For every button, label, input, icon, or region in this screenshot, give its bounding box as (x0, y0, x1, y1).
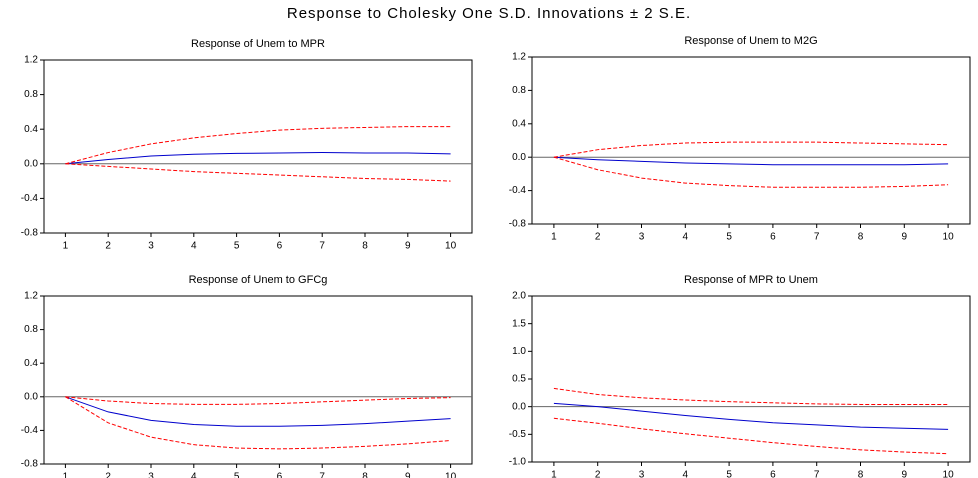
x-tick-label: 5 (234, 241, 240, 252)
series-line (65, 396, 451, 427)
y-tick-label: 0.4 (24, 124, 38, 135)
y-tick-label: 0.8 (24, 324, 38, 335)
series-line (553, 402, 949, 430)
y-tick-label: -0.4 (509, 185, 527, 196)
x-tick-label: 9 (405, 472, 411, 478)
y-tick-label: 0.0 (24, 391, 38, 402)
panel: Response of Unem to MPR 1.2 0.8 0.4 0.0 -0.4 -… (21, 38, 473, 252)
x-tick-label: 3 (148, 472, 154, 478)
x-tick-label: 8 (362, 472, 368, 478)
x-tick-label: 10 (943, 232, 955, 243)
x-tick-label: 3 (639, 470, 645, 478)
x-tick-label: 5 (234, 472, 240, 478)
y-tick-label: 1.2 (24, 55, 38, 66)
x-tick-label: 3 (148, 241, 154, 252)
y-tick-label: 0.8 (512, 85, 526, 96)
x-tick-label: 8 (858, 232, 864, 243)
x-tick-label: 9 (902, 470, 908, 478)
series-line (553, 156, 949, 166)
x-tick-label: 8 (362, 241, 368, 252)
x-tick-label: 9 (902, 232, 908, 243)
series-line (65, 396, 451, 405)
panel-title: Response of Unem to GFCg (189, 274, 328, 286)
series-line (65, 396, 451, 450)
series-line (553, 156, 949, 188)
y-tick-label: 1.0 (512, 346, 526, 357)
y-tick-label: 1.2 (512, 52, 526, 63)
y-tick-label: 1.5 (512, 318, 526, 329)
x-tick-label: 7 (814, 232, 820, 243)
x-tick-label: 10 (445, 472, 457, 478)
x-tick-label: 3 (639, 232, 645, 243)
y-tick-label: 0.8 (24, 89, 38, 100)
x-tick-label: 8 (858, 470, 864, 478)
x-tick-label: 4 (683, 232, 689, 243)
x-tick-label: 4 (191, 472, 197, 478)
series-line (553, 141, 949, 158)
y-tick-label: -0.4 (21, 425, 39, 436)
x-tick-label: 2 (595, 232, 601, 243)
plot-frame (43, 59, 473, 234)
x-tick-label: 5 (726, 232, 732, 243)
series-line (553, 387, 949, 405)
x-tick-label: 7 (814, 470, 820, 478)
y-tick-label: -0.8 (509, 219, 527, 230)
x-tick-label: 6 (277, 472, 283, 478)
y-tick-label: 0.4 (24, 358, 38, 369)
y-tick-label: 2.0 (512, 291, 526, 302)
y-tick-label: 0.0 (24, 158, 38, 169)
y-tick-label: 0.0 (512, 152, 526, 163)
series-line (65, 152, 451, 165)
x-tick-label: 7 (319, 472, 325, 478)
panel: Response of Unem to M2G 1.2 0.8 0.4 0.0 -0.4 -… (509, 35, 971, 243)
panel-title: Response of Unem to M2G (684, 35, 817, 47)
x-tick-label: 6 (277, 241, 283, 252)
x-tick-label: 7 (319, 241, 325, 252)
y-tick-label: -0.5 (509, 429, 527, 440)
series-line (65, 163, 451, 182)
plot-frame (531, 56, 971, 225)
x-tick-label: 1 (63, 241, 69, 252)
x-tick-label: 1 (551, 232, 557, 243)
x-tick-label: 6 (770, 470, 776, 478)
x-tick-label: 4 (191, 241, 197, 252)
x-tick-label: 1 (551, 470, 557, 478)
plot-frame (531, 295, 971, 463)
y-tick-label: -1.0 (509, 457, 527, 468)
series-line (553, 417, 949, 455)
x-tick-label: 2 (105, 241, 111, 252)
x-tick-label: 9 (405, 241, 411, 252)
chart-title: Response to Cholesky One S.D. Innovation… (287, 5, 691, 22)
x-tick-label: 5 (726, 470, 732, 478)
panel-title: Response of Unem to MPR (191, 38, 325, 50)
y-tick-label: -0.8 (21, 459, 39, 470)
x-tick-label: 6 (770, 232, 776, 243)
series-line (65, 126, 451, 165)
y-tick-label: 1.2 (24, 291, 38, 302)
y-tick-label: -0.8 (21, 228, 39, 239)
x-tick-label: 2 (595, 470, 601, 478)
panel-title: Response of MPR to Unem (684, 274, 818, 286)
x-tick-label: 10 (943, 470, 955, 478)
panel: Response of MPR to Unem 2.0 1.5 1.0 0.5 0.0 -0… (509, 274, 971, 478)
y-tick-label: 0.4 (512, 118, 526, 129)
plot-frame (43, 295, 473, 465)
panel: Response of Unem to GFCg 1.2 0.8 0.4 0.0 -0.4… (21, 274, 473, 478)
y-tick-label: 0.5 (512, 374, 526, 385)
y-tick-label: -0.4 (21, 193, 39, 204)
x-tick-label: 2 (105, 472, 111, 478)
x-tick-label: 10 (445, 241, 457, 252)
x-tick-label: 4 (683, 470, 689, 478)
x-tick-label: 1 (63, 472, 69, 478)
y-tick-label: 0.0 (512, 401, 526, 412)
